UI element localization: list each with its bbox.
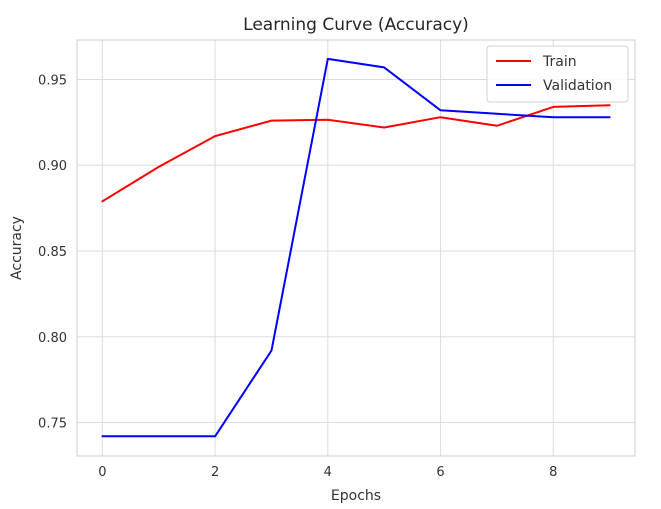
- x-tick-label: 0: [98, 465, 106, 480]
- y-axis-label: Accuracy: [9, 216, 25, 280]
- chart-title: Learning Curve (Accuracy): [243, 15, 469, 35]
- y-tick-label: 0.75: [38, 417, 67, 432]
- y-tick-label: 0.80: [38, 331, 67, 346]
- x-tick-label: 6: [436, 465, 444, 480]
- y-tick-label: 0.85: [38, 245, 67, 260]
- series-lines: [101, 57, 611, 438]
- legend-label-validation: Validation: [543, 78, 612, 94]
- legend-label-train: Train: [542, 54, 577, 70]
- y-tick-label: 0.95: [38, 73, 67, 88]
- plot-area: [76, 39, 636, 457]
- series-line-train: [101, 104, 611, 203]
- series-line-validation: [101, 57, 611, 438]
- y-tick-label: 0.90: [38, 159, 67, 174]
- x-tick-label: 4: [324, 465, 332, 480]
- tick-labels: 0 2 4 6 8 0.75 0.80 0.85 0.90 0.95: [38, 73, 557, 480]
- x-tick-label: 2: [211, 465, 219, 480]
- x-tick-label: 8: [549, 465, 557, 480]
- x-axis-label: Epochs: [331, 488, 381, 504]
- legend: Train Validation: [486, 45, 629, 103]
